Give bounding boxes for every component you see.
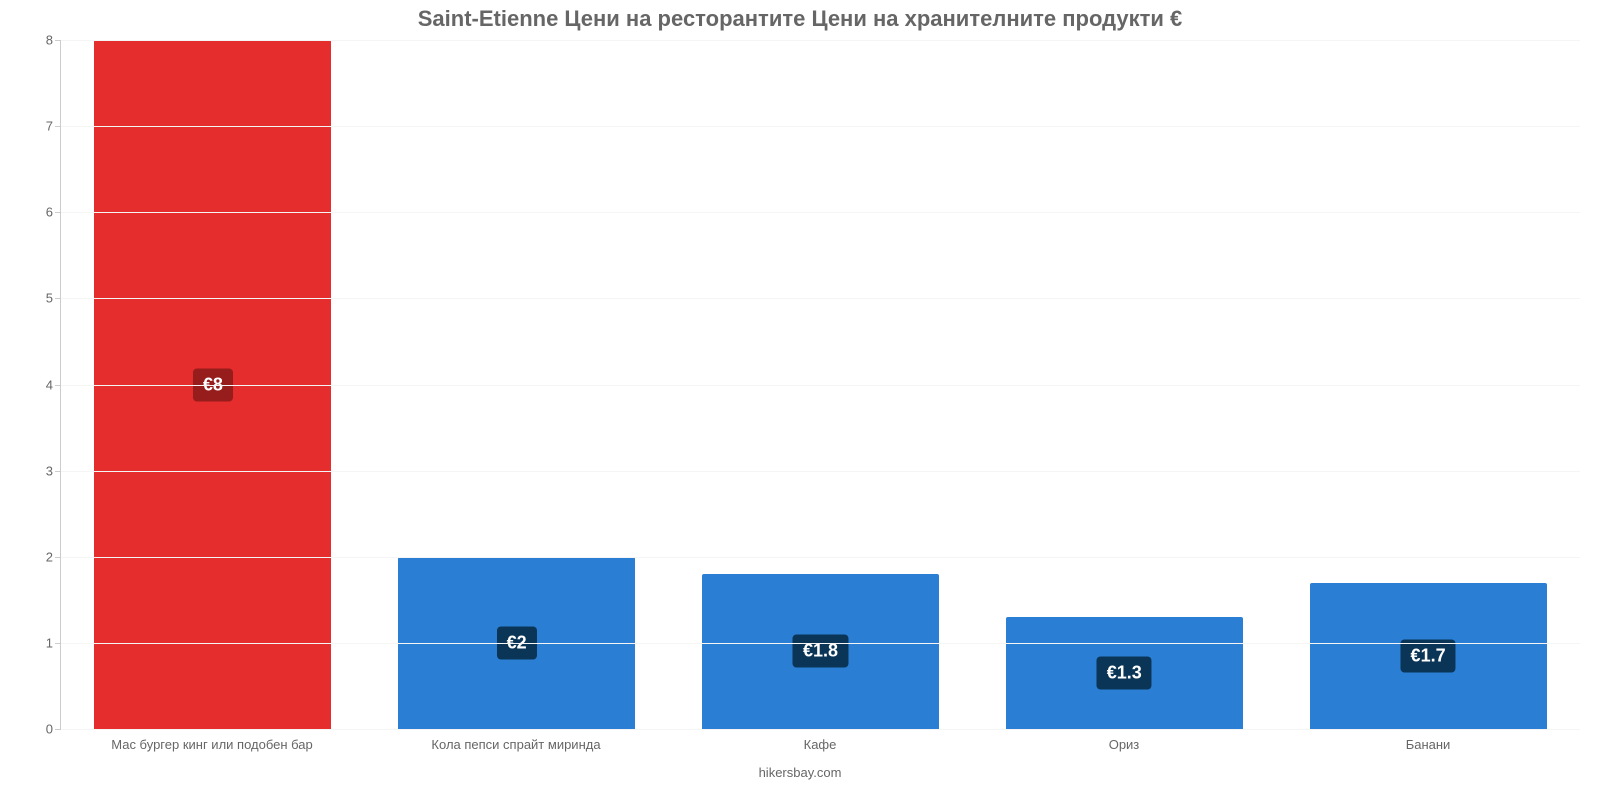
gridline: [61, 126, 1580, 127]
bar-value-label: €1.3: [1097, 657, 1152, 690]
y-tick-label: 4: [46, 377, 53, 392]
y-tick: [55, 471, 61, 472]
y-tick: [55, 557, 61, 558]
y-tick-label: 0: [46, 722, 53, 737]
x-axis-label: Кола пепси спрайт миринда: [364, 737, 668, 752]
gridline: [61, 643, 1580, 644]
y-tick-label: 1: [46, 635, 53, 650]
gridline: [61, 40, 1580, 41]
gridline: [61, 557, 1580, 558]
x-axis-label: Ориз: [972, 737, 1276, 752]
x-axis-labels: Мас бургер кинг или подобен барКола пепс…: [60, 737, 1580, 752]
gridline: [61, 385, 1580, 386]
bar: €1.7: [1310, 583, 1547, 729]
gridline: [61, 212, 1580, 213]
y-tick-label: 2: [46, 549, 53, 564]
bar: €1.3: [1006, 617, 1243, 729]
gridline: [61, 298, 1580, 299]
y-tick-label: 8: [46, 33, 53, 48]
y-tick: [55, 729, 61, 730]
gridline: [61, 729, 1580, 730]
y-tick: [55, 40, 61, 41]
plot-area: €8€2€1.8€1.3€1.7 012345678: [60, 40, 1580, 730]
y-tick-label: 7: [46, 119, 53, 134]
bar: €1.8: [702, 574, 939, 729]
y-tick-label: 3: [46, 463, 53, 478]
chart-credit: hikersbay.com: [0, 765, 1600, 780]
x-axis-label: Банани: [1276, 737, 1580, 752]
bar-value-label: €1.8: [793, 635, 848, 668]
y-tick-label: 5: [46, 291, 53, 306]
price-bar-chart: Saint-Etienne Цени на ресторантите Цени …: [0, 0, 1600, 800]
y-tick: [55, 643, 61, 644]
x-axis-label: Мас бургер кинг или подобен бар: [60, 737, 364, 752]
y-tick: [55, 385, 61, 386]
y-tick: [55, 212, 61, 213]
y-tick-label: 6: [46, 205, 53, 220]
y-tick: [55, 298, 61, 299]
chart-title: Saint-Etienne Цени на ресторантите Цени …: [0, 6, 1600, 32]
x-axis-label: Кафе: [668, 737, 972, 752]
y-tick: [55, 126, 61, 127]
bar-value-label: €1.7: [1401, 639, 1456, 672]
gridline: [61, 471, 1580, 472]
